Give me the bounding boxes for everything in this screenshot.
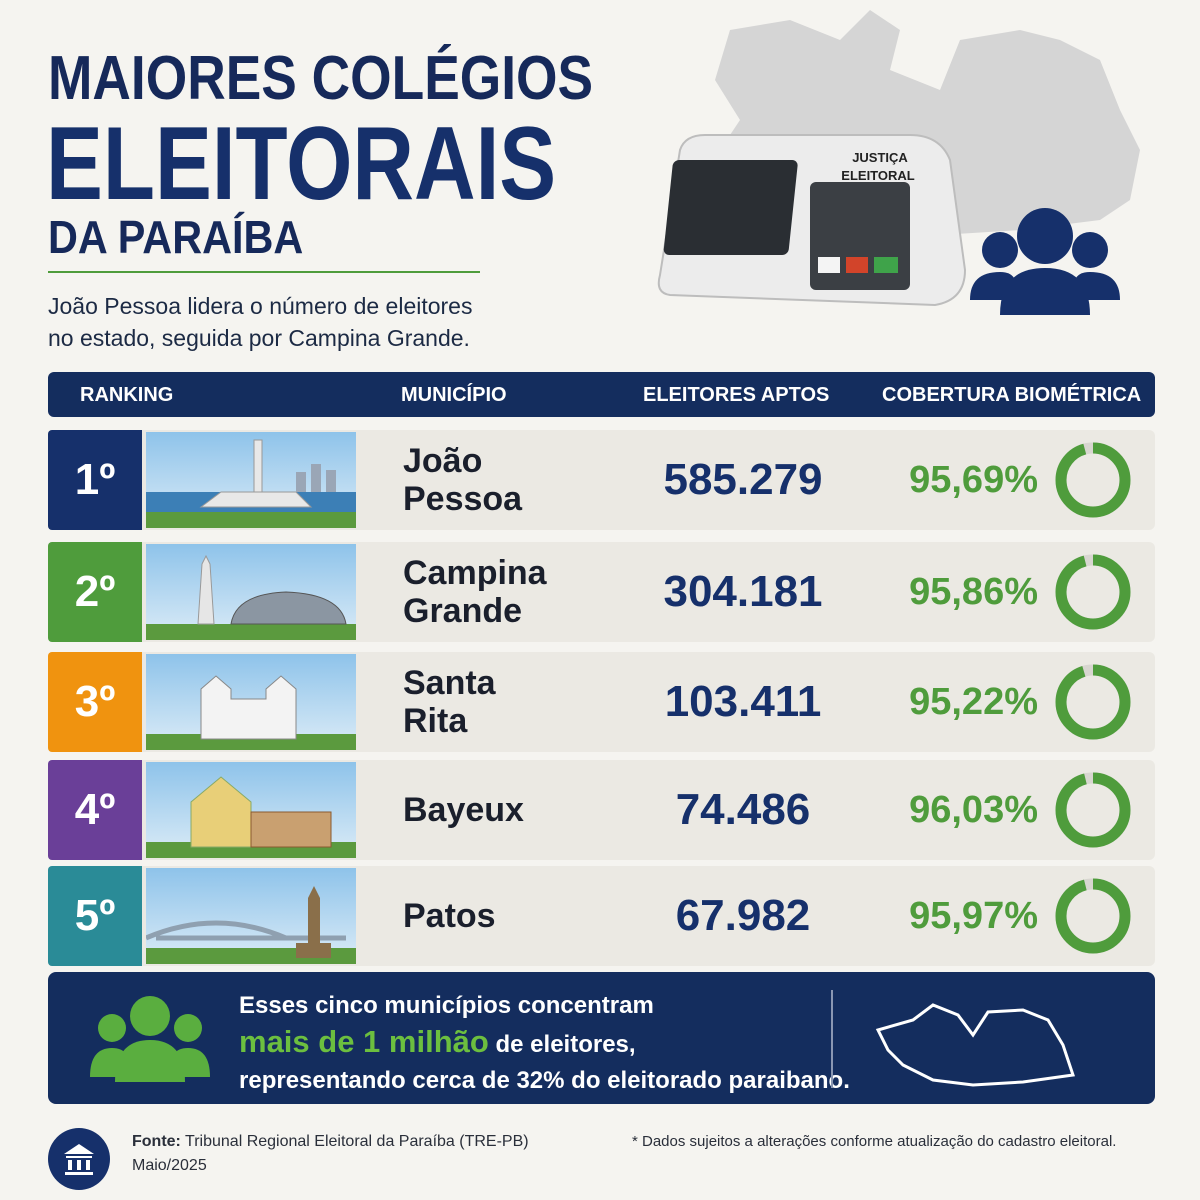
ring-arc	[1055, 664, 1131, 740]
church	[190, 776, 252, 848]
ring-arc	[1055, 442, 1131, 518]
rank-badge: 3º	[48, 652, 142, 752]
municipality-line: Bayeux	[403, 791, 524, 829]
coverage-ring	[1055, 772, 1131, 848]
ground	[146, 624, 356, 640]
key	[874, 257, 898, 273]
source-line: Fonte: Tribunal Regional Eleitoral da Pa…	[132, 1130, 529, 1154]
source-label: Fonte:	[132, 1133, 181, 1150]
coverage-label: 95,22%	[909, 680, 1038, 723]
ring-arc	[1055, 554, 1131, 630]
summary-line-rest: de eleitores,	[495, 1031, 636, 1058]
institution-icon	[48, 1128, 110, 1190]
subtitle: João Pessoa lidera o número de eleitores…	[48, 290, 472, 354]
column-header: COBERTURA BIOMÉTRICA	[882, 384, 1142, 406]
voters: 585.279	[663, 455, 823, 504]
summary-text: Esses cinco municípios concentram mais d…	[239, 988, 850, 1099]
key	[818, 257, 840, 273]
voters: 74.486	[675, 785, 811, 834]
coverage-label: 95,86%	[909, 570, 1038, 613]
screen	[663, 160, 798, 255]
municipality-line: Pessoa	[403, 480, 523, 518]
municipality: Patos	[403, 866, 496, 966]
voters: 103.411	[664, 677, 822, 726]
coverage-label: 96,03%	[909, 788, 1038, 831]
building	[250, 811, 332, 848]
municipality-line: Santa	[403, 664, 496, 702]
subtitle-line: no estado, seguida por Campina Grande.	[48, 325, 470, 351]
municipality-line: Campina	[403, 554, 547, 592]
people-icon	[90, 996, 210, 1082]
city-illustration	[146, 432, 356, 528]
divider	[48, 271, 480, 273]
city-illustration	[146, 654, 356, 750]
municipality-line: Grande	[403, 592, 523, 630]
city-illustration	[146, 868, 356, 964]
table-row: 4º Bayeux 74.486 96,03%	[48, 760, 1155, 860]
city-illustration	[146, 544, 356, 640]
coverage-ring	[1055, 554, 1131, 630]
coverage-label: 95,97%	[909, 894, 1038, 937]
municipality-line: Rita	[403, 702, 468, 740]
column-header: MUNICÍPIO	[401, 384, 507, 406]
keypad	[810, 182, 910, 290]
buildings	[296, 464, 336, 492]
divider	[831, 990, 833, 1088]
subtitle-line: João Pessoa lidera o número de eleitores	[48, 293, 473, 319]
summary-box: Esses cinco municípios concentram mais d…	[48, 972, 1155, 1104]
church	[200, 675, 297, 740]
ground	[146, 512, 356, 528]
summary-line: Esses cinco municípios concentram	[239, 992, 654, 1019]
footnote: * Dados sujeitos a alterações conforme a…	[632, 1133, 1117, 1150]
rank-badge: 5º	[48, 866, 142, 966]
ring-arc	[1055, 772, 1131, 848]
source-date: Maio/2025	[132, 1157, 207, 1174]
city-illustration	[146, 762, 356, 858]
key	[846, 257, 868, 273]
municipality-line: João	[403, 442, 483, 480]
source: Fonte: Tribunal Regional Eleitoral da Pa…	[132, 1130, 529, 1178]
machine-label: ELEITORAL	[841, 168, 914, 183]
stadium	[230, 591, 347, 625]
people-icon	[970, 208, 1120, 315]
title-line: ELEITORAIS	[46, 106, 557, 222]
ground	[146, 734, 356, 750]
table-row: 5º Patos 67.982 95,97%	[48, 866, 1155, 966]
rank-badge: 4º	[48, 760, 142, 860]
municipality: Santa Rita	[403, 652, 496, 752]
municipality-line: Patos	[403, 897, 496, 935]
column-header: RANKING	[80, 384, 174, 406]
municipality: Bayeux	[403, 760, 524, 860]
machine-label: JUSTIÇA	[852, 150, 908, 165]
voters: 304.181	[663, 567, 823, 616]
coverage-ring	[1055, 442, 1131, 518]
rank-badge: 2º	[48, 542, 142, 642]
summary-line: mais de 1 milhão de eleitores,	[239, 1024, 850, 1063]
title-line: MAIORES COLÉGIOS	[48, 44, 594, 113]
summary-line: representando cerca de 32% do eleitorado…	[239, 1067, 850, 1094]
rank-badge: 1º	[48, 430, 142, 530]
obelisk	[197, 554, 215, 625]
coverage-ring	[1055, 878, 1131, 954]
voters: 67.982	[675, 891, 811, 940]
map-outline	[875, 1003, 1075, 1087]
summary-highlight: mais de 1 milhão	[239, 1024, 489, 1059]
municipality: Campina Grande	[403, 542, 547, 642]
table-row: 1º João Pessoa 585.279 95,69%	[48, 430, 1155, 530]
source-text: Tribunal Regional Eleitoral da Paraíba (…	[185, 1133, 529, 1150]
title-line: DA PARAÍBA	[48, 211, 304, 263]
table-row: 3º Santa Rita 103.411 95,22%	[48, 652, 1155, 752]
statue	[296, 886, 331, 958]
municipality: João Pessoa	[403, 430, 522, 530]
table-row: 2º Campina Grande 304.181 95,86%	[48, 542, 1155, 642]
coverage-label: 95,69%	[909, 458, 1038, 501]
coverage-ring	[1055, 664, 1131, 740]
column-header: ELEITORES APTOS	[643, 384, 830, 406]
ring-arc	[1055, 878, 1131, 954]
illustration: JUSTIÇA ELEITORAL	[657, 10, 1140, 315]
table-header: RANKING MUNICÍPIO ELEITORES APTOS COBERT…	[48, 372, 1155, 417]
